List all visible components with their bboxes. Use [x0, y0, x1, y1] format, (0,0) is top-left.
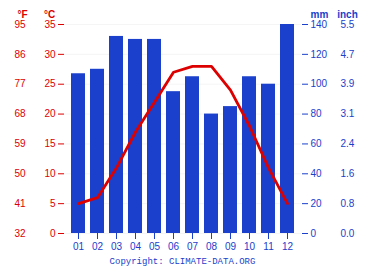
svg-text:77: 77	[14, 78, 26, 89]
svg-text:50: 50	[14, 168, 26, 179]
svg-text:05: 05	[149, 241, 161, 252]
svg-text:5.5: 5.5	[341, 19, 355, 30]
html-text:Copyright: CLIMATE-DATA.ORG: Copyright: CLIMATE-DATA.ORG	[109, 257, 256, 267]
svg-text:68: 68	[14, 108, 26, 119]
svg-text:04: 04	[130, 241, 142, 252]
svg-text:120: 120	[311, 49, 328, 60]
svg-text:32: 32	[14, 228, 26, 239]
svg-text:0: 0	[50, 228, 56, 239]
svg-text:10: 10	[244, 241, 256, 252]
svg-text:60: 60	[311, 138, 323, 149]
svg-text:°F: °F	[17, 9, 27, 20]
svg-text:10: 10	[44, 168, 56, 179]
svg-text:35: 35	[44, 19, 56, 30]
svg-text:2.4: 2.4	[341, 138, 355, 149]
svg-text:140: 140	[311, 19, 328, 30]
svg-text:0.0: 0.0	[341, 228, 355, 239]
svg-text:08: 08	[206, 241, 218, 252]
svg-text:59: 59	[14, 138, 26, 149]
svg-text:86: 86	[14, 49, 26, 60]
svg-text:25: 25	[44, 78, 56, 89]
svg-text:inch: inch	[337, 9, 358, 20]
svg-text:°C: °C	[44, 9, 55, 20]
svg-text:41: 41	[14, 198, 26, 209]
svg-text:20: 20	[44, 108, 56, 119]
svg-text:11: 11	[263, 241, 274, 252]
svg-text:95: 95	[14, 19, 26, 30]
svg-text:02: 02	[92, 241, 104, 252]
svg-text:80: 80	[311, 108, 323, 119]
svg-text:100: 100	[311, 78, 328, 89]
svg-text:1.6: 1.6	[341, 168, 355, 179]
svg-text:0: 0	[311, 228, 317, 239]
svg-text:mm: mm	[311, 9, 329, 20]
svg-text:3.9: 3.9	[341, 78, 355, 89]
svg-text:07: 07	[187, 241, 199, 252]
svg-text:12: 12	[282, 241, 294, 252]
svg-text:09: 09	[225, 241, 237, 252]
svg-text:3.1: 3.1	[341, 108, 355, 119]
svg-text:15: 15	[44, 138, 56, 149]
svg-text:5: 5	[50, 198, 56, 209]
svg-text:03: 03	[111, 241, 123, 252]
svg-text:4.7: 4.7	[341, 49, 355, 60]
svg-text:20: 20	[311, 198, 323, 209]
svg-text:01: 01	[73, 241, 85, 252]
svg-text:0.8: 0.8	[341, 198, 355, 209]
svg-text:30: 30	[44, 49, 56, 60]
svg-text:06: 06	[168, 241, 180, 252]
svg-text:40: 40	[311, 168, 323, 179]
